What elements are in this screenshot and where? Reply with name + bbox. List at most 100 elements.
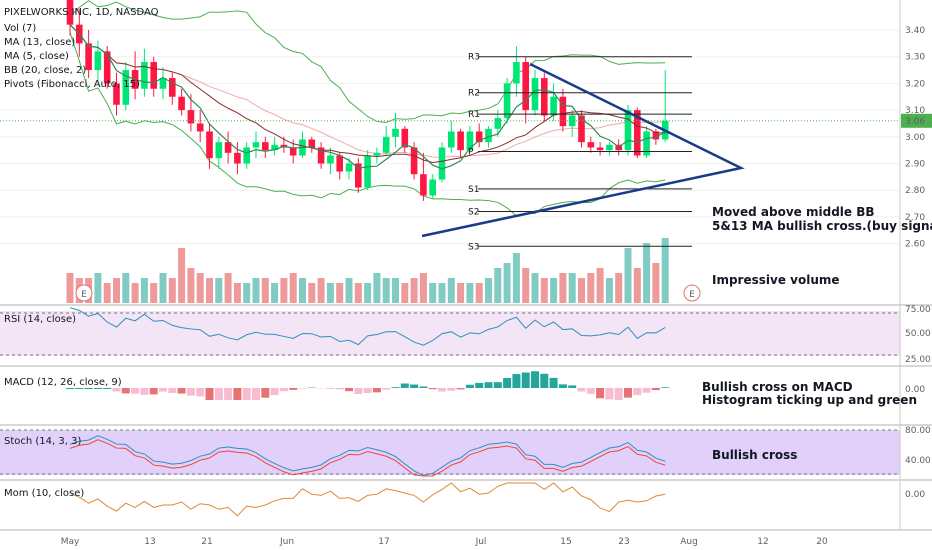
macd-hist-bar <box>335 388 344 390</box>
earnings-marker-circle <box>75 284 93 302</box>
macd-hist-bar <box>345 388 353 392</box>
candle-body <box>103 51 111 84</box>
macd-hist-bar <box>391 387 400 388</box>
volume-bar <box>131 283 139 303</box>
macd-hist-bar <box>363 388 372 393</box>
price-tick-3: 3.10 <box>905 106 925 116</box>
candle-body <box>494 118 502 129</box>
rsi-tick-2: 25.00 <box>905 355 931 365</box>
volume-bar <box>103 283 111 303</box>
macd-hist-bar <box>521 372 530 388</box>
rsi-pane-bg <box>0 311 900 356</box>
macd-hist-bar <box>633 388 642 396</box>
macd-hist-bar <box>75 388 84 389</box>
volume-bar <box>150 283 158 303</box>
macd-hist-bar <box>503 378 512 388</box>
stoch-tick-0: 80.00 <box>905 426 931 436</box>
pivot-label-R1: R1 <box>468 110 480 120</box>
annotation-macd-1: Bullish cross on MACD <box>702 380 853 394</box>
macd-hist-bar <box>205 388 214 400</box>
macd-hist-bar <box>558 384 567 388</box>
indicator-label-3: BB (20, close, 2) <box>4 65 86 76</box>
candle-body <box>178 96 185 111</box>
volume-bar <box>308 283 316 303</box>
macd-hist-bar <box>568 385 577 388</box>
candle-body <box>94 51 102 71</box>
volume-bar <box>661 238 669 303</box>
candle-body <box>308 139 316 148</box>
candle-body <box>522 62 529 111</box>
last-price-tag <box>901 113 932 128</box>
macd-hist-bar <box>493 382 502 388</box>
candle-body <box>624 110 632 151</box>
candle-body <box>187 110 195 124</box>
time-tick-2: 21 <box>201 537 212 547</box>
macd-hist-bar <box>186 388 195 396</box>
volume-bar <box>317 278 325 303</box>
volume-bar <box>466 283 474 303</box>
price-tick-8: 2.60 <box>905 240 925 250</box>
annotation-stoch: Bullish cross <box>712 448 797 462</box>
candle-body <box>606 144 613 151</box>
volume-bar <box>419 273 427 303</box>
indicator-panes <box>0 304 932 531</box>
volume-bar <box>261 278 269 303</box>
volume-bar <box>382 278 390 303</box>
chart-title: PIXELWORKS INC, 1D, NASDAQ <box>4 7 159 18</box>
macd-hist-bar <box>614 388 623 400</box>
stoch-pane-bg <box>0 430 900 475</box>
volume-bar <box>503 263 511 303</box>
mom-tick: 0.00 <box>905 490 925 500</box>
volume-bar <box>568 273 576 303</box>
stoch-tick-1: 40.00 <box>905 456 931 466</box>
macd-hist-bar <box>242 388 251 400</box>
volume-bar <box>215 278 223 303</box>
bb-upper <box>69 0 666 123</box>
pivot-label-R2: R2 <box>468 89 480 99</box>
macd-hist-bar <box>456 388 465 390</box>
macd-hist-bar <box>465 384 474 388</box>
volume-bar <box>392 278 399 303</box>
volume-bar <box>531 273 539 303</box>
time-tick-4: 17 <box>378 537 389 547</box>
macd-hist-bar <box>651 388 660 391</box>
time-tick-0: May <box>61 537 80 547</box>
candle-body <box>252 142 260 148</box>
volume-bar <box>196 273 204 303</box>
candle-body <box>85 43 92 71</box>
candle-body <box>66 0 74 25</box>
volume-bar <box>233 283 241 303</box>
price-tick-5: 2.90 <box>905 160 925 170</box>
volume-bar <box>447 278 455 303</box>
candle-body <box>215 142 223 159</box>
macd-hist-bar <box>149 388 158 395</box>
price-tick-2: 3.20 <box>905 79 925 89</box>
volume-bar <box>522 268 530 303</box>
candle-body <box>550 96 557 116</box>
symmetrical-triangle <box>421 62 745 238</box>
volume-bar <box>429 283 437 303</box>
candle-body <box>587 142 595 148</box>
macd-hist-bar <box>159 388 167 392</box>
macd-hist-bar <box>140 388 149 395</box>
candle-body <box>392 128 399 137</box>
earnings-marker-0: E <box>81 290 87 300</box>
pivot-label-P: P <box>468 147 474 157</box>
macd-hist-bar <box>484 382 493 388</box>
candle-body <box>150 62 157 89</box>
volume-bar <box>633 268 641 303</box>
volume-bar <box>410 278 418 303</box>
candle-body <box>531 78 539 111</box>
volume-bar <box>94 273 102 303</box>
volume-bar <box>252 278 260 303</box>
pivot-label-S2: S2 <box>468 208 479 218</box>
volume-bar <box>326 283 334 303</box>
indicator-label-4: Pivots (Fibonacci, Auto, 15) <box>4 79 140 90</box>
mom-line <box>69 482 666 517</box>
volume-bar <box>299 278 306 303</box>
candle-body <box>503 83 511 119</box>
macd-hist-bar <box>586 388 595 394</box>
volume-bar <box>122 273 130 303</box>
volume-bar <box>494 268 502 303</box>
